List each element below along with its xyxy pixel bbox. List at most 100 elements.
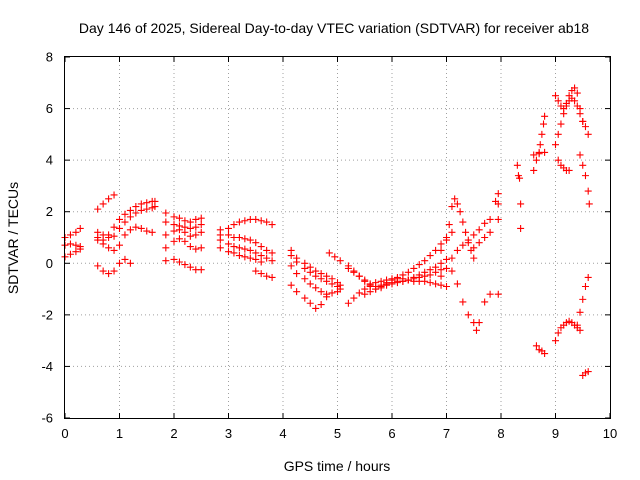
data-point-track-07 — [148, 228, 156, 236]
data-point-track-09 — [192, 215, 200, 223]
data-point-track-16 — [246, 246, 254, 254]
data-point-track-38 — [554, 156, 562, 164]
data-point-track-05 — [137, 200, 145, 208]
data-point-track-16 — [263, 254, 271, 262]
data-point-track-14 — [257, 217, 265, 225]
data-point-track-32 — [494, 200, 502, 208]
data-point-track-41 — [554, 329, 562, 337]
data-point-track-28 — [437, 272, 445, 280]
data-point-track-30 — [453, 280, 461, 288]
data-point-track-22 — [312, 304, 320, 312]
data-point-track-39 — [562, 102, 570, 110]
data-point-track-39 — [571, 97, 579, 105]
x-axis-ticks: 0 1 2 3 4 5 6 7 8 9 10 — [61, 57, 617, 441]
data-point-track-42 — [581, 282, 589, 290]
data-point-track-10 — [192, 223, 200, 231]
data-point-track-30 — [448, 267, 456, 275]
data-point-track-28 — [481, 219, 489, 227]
data-point-track-29 — [453, 200, 461, 208]
data-point-track-17 — [230, 249, 238, 257]
data-point-track-20 — [306, 268, 314, 276]
data-point-track-20 — [323, 277, 331, 285]
data-point-track-29 — [459, 218, 467, 226]
data-point-track-14 — [263, 218, 271, 226]
data-point-track-22 — [287, 281, 295, 289]
data-point-track-21 — [328, 289, 336, 297]
data-point-track-28 — [470, 231, 478, 239]
data-point-track-08 — [121, 255, 129, 263]
data-point-track-34 — [538, 130, 546, 138]
data-point-track-21 — [293, 270, 301, 278]
data-point-track-11 — [186, 232, 194, 240]
data-point-track-36 — [541, 148, 549, 156]
y-tick-label: 6 — [46, 101, 53, 116]
data-point-track-37 — [554, 97, 562, 105]
data-point-track-29 — [437, 246, 445, 254]
y-tick-label: 2 — [46, 204, 53, 219]
data-point-track-08 — [105, 270, 113, 278]
data-point-track-09 — [197, 214, 205, 222]
data-point-track-27 — [399, 277, 407, 285]
data-point-track-05 — [116, 215, 123, 223]
data-point-track-07 — [94, 236, 102, 244]
data-point-track-29 — [451, 195, 459, 203]
x-tick-label: 9 — [552, 426, 559, 441]
data-point-track-14 — [225, 224, 232, 232]
data-point-track-16 — [230, 243, 238, 251]
data-point-track-24 — [443, 282, 450, 290]
y-tick-label: -2 — [41, 307, 53, 322]
data-point-track-22 — [301, 294, 309, 302]
data-point-track-29 — [464, 239, 472, 247]
x-tick-label: 1 — [116, 426, 123, 441]
y-tick-label: 8 — [46, 50, 53, 65]
data-point-track-03 — [66, 250, 74, 258]
data-point-track-10 — [186, 224, 194, 232]
data-point-track-31 — [481, 234, 489, 241]
data-point-track-16 — [235, 244, 243, 252]
data-point-track-39 — [557, 120, 565, 128]
data-point-track-24 — [437, 281, 445, 289]
data-point-track-25 — [415, 261, 423, 269]
data-point-track-04 — [110, 191, 118, 199]
chart-title: Day 146 of 2025, Sidereal Day-to-day VTE… — [79, 20, 589, 36]
data-point-track-29 — [462, 228, 470, 236]
x-tick-label: 10 — [603, 426, 617, 441]
data-point-track-25 — [410, 264, 418, 272]
data-point-track-28 — [459, 241, 467, 249]
data-point-track-15 — [241, 235, 249, 243]
data-point-track-13 — [175, 258, 183, 266]
data-point-track-21 — [334, 288, 341, 296]
data-point-track-14 — [252, 215, 260, 223]
data-point-track-40 — [581, 172, 589, 180]
data-point-track-27 — [388, 279, 396, 287]
data-point-track-13 — [162, 257, 170, 265]
x-tick-label: 4 — [279, 426, 286, 441]
y-tick-label: 4 — [46, 153, 53, 168]
data-point-track-28 — [486, 215, 494, 223]
data-point-track-29 — [448, 203, 456, 211]
data-point-track-30 — [486, 290, 494, 298]
data-point-track-18 — [268, 273, 276, 281]
data-point-track-02 — [72, 241, 80, 249]
data-point-track-27 — [432, 268, 440, 276]
data-point-track-37 — [571, 84, 579, 92]
data-point-track-23 — [331, 253, 339, 261]
data-point-track-08 — [126, 259, 134, 267]
data-point-track-17 — [252, 255, 260, 263]
data-point-track-06 — [151, 203, 159, 211]
data-point-track-28 — [475, 226, 483, 234]
data-point-track-10 — [162, 218, 170, 226]
data-point-track-16 — [268, 257, 276, 265]
data-point-track-24 — [426, 279, 434, 287]
data-point-track-10 — [197, 221, 205, 229]
data-point-track-06 — [121, 218, 129, 226]
data-point-track-16 — [252, 249, 260, 257]
data-point-track-07 — [132, 223, 140, 231]
data-point-track-12 — [186, 243, 194, 251]
data-point-track-10 — [170, 221, 178, 229]
data-point-track-27 — [404, 276, 412, 284]
x-tick-label: 8 — [497, 426, 504, 441]
data-point-track-25 — [437, 240, 445, 248]
data-point-track-17 — [216, 244, 224, 252]
data-point-track-39 — [576, 110, 584, 118]
